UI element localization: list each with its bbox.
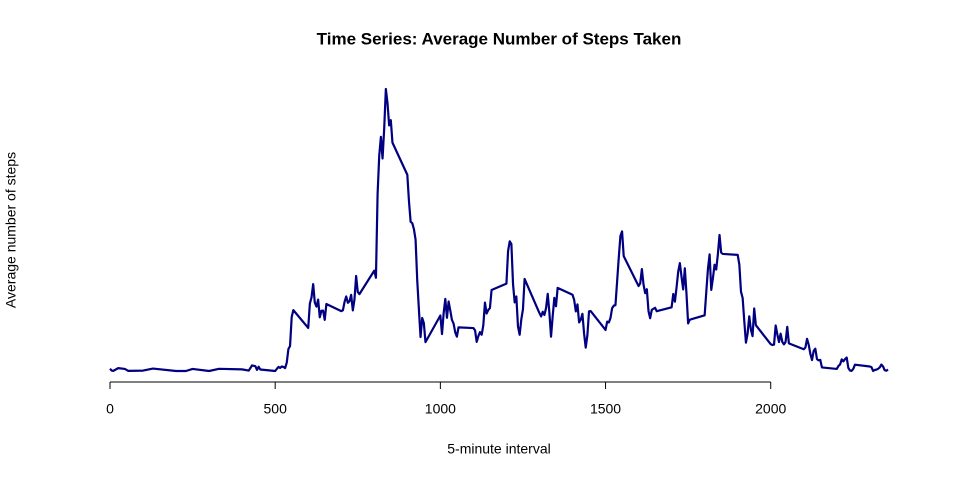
x-tick-label: 2000 [755, 401, 786, 417]
x-axis-label: 5-minute interval [447, 441, 551, 457]
x-tick-label: 500 [264, 401, 288, 417]
y-axis-label: Average number of steps [3, 152, 19, 308]
x-tick-label: 1500 [590, 401, 621, 417]
x-tick-label: 1000 [425, 401, 456, 417]
chart-title: Time Series: Average Number of Steps Tak… [317, 29, 682, 48]
x-tick-label: 0 [106, 401, 114, 417]
line-series [109, 87, 889, 373]
